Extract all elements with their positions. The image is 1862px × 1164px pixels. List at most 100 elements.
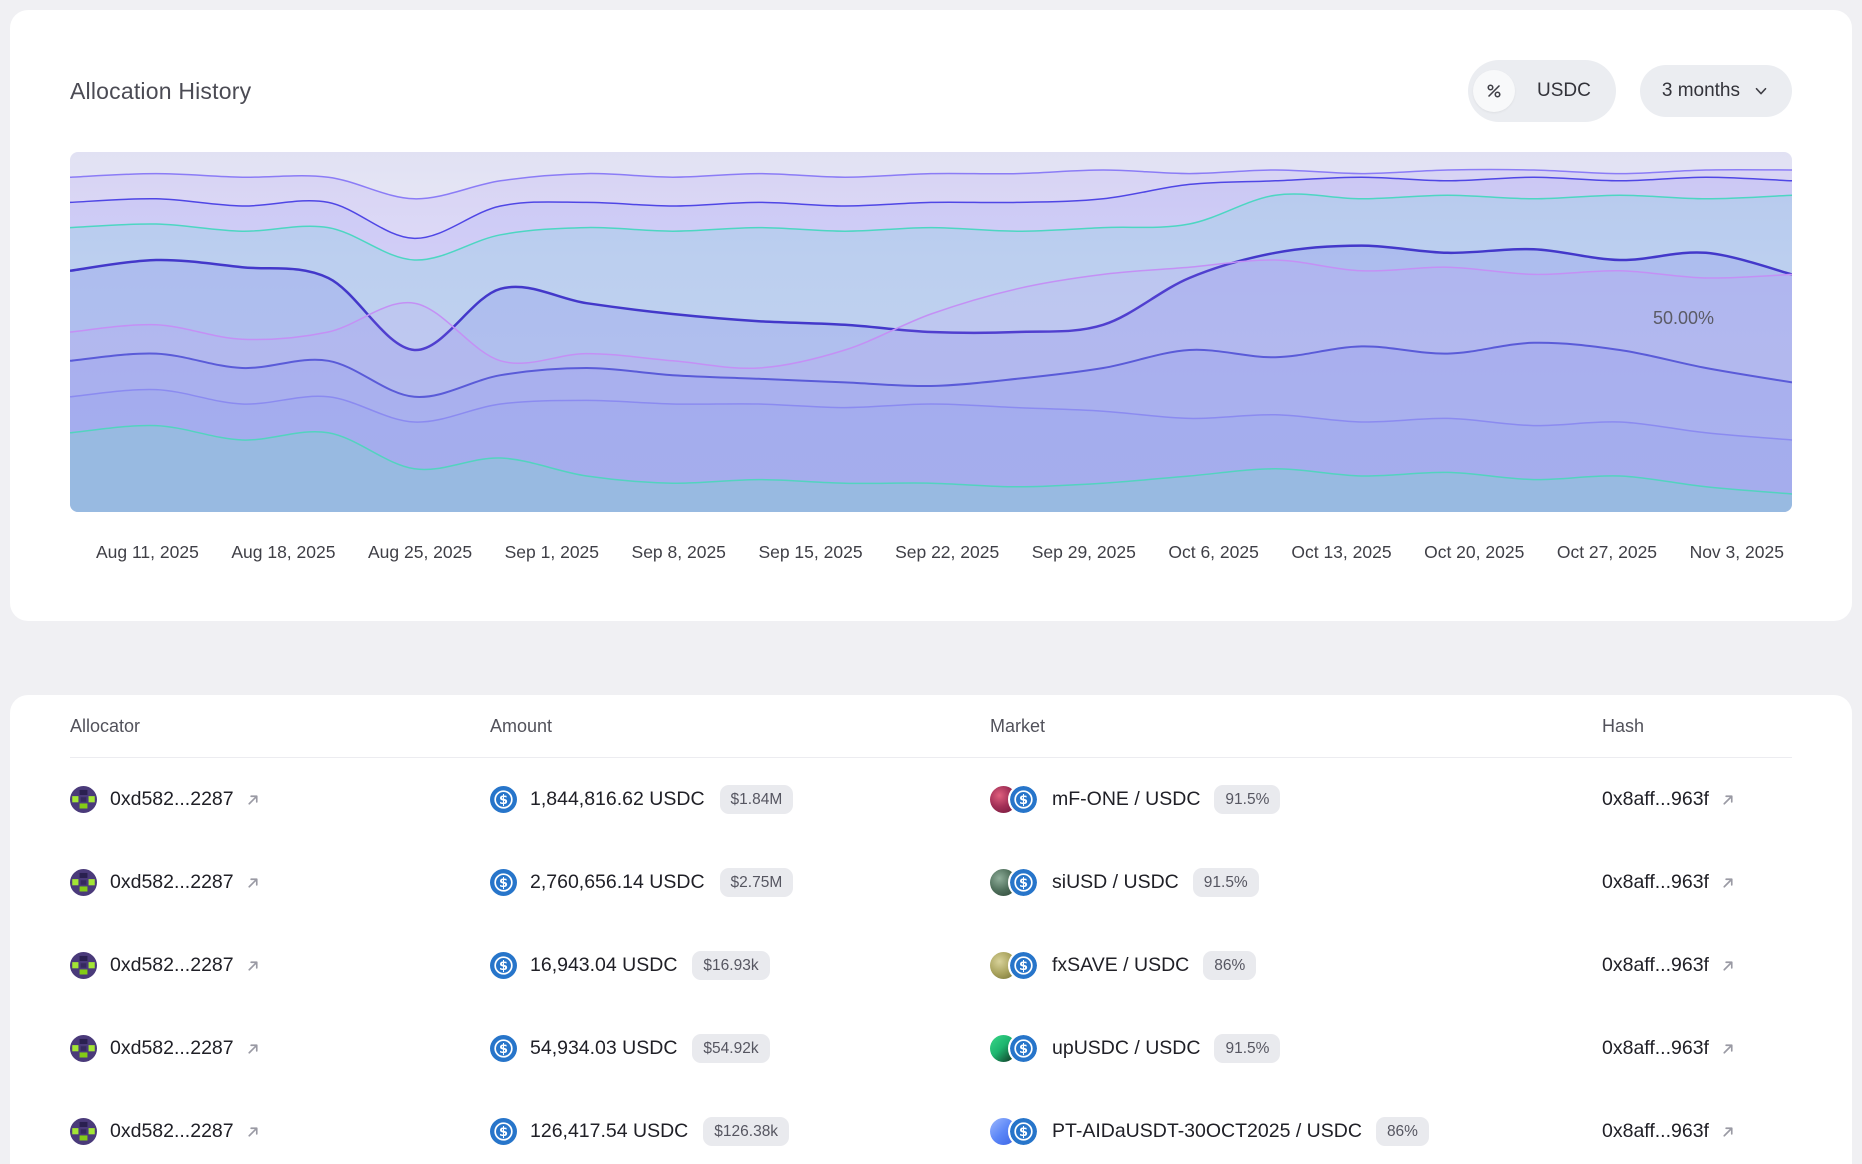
amount-usd-badge: $126.38k (703, 1117, 789, 1147)
allocator-address: 0xd582...2287 (110, 788, 234, 811)
chart-controls: USDC 3 months (1468, 60, 1792, 122)
amount-value: 54,934.03 USDC (530, 1037, 677, 1060)
market-icon-pair (990, 1116, 1039, 1147)
allocator-address: 0xd582...2287 (110, 1037, 234, 1060)
column-header-allocator: Allocator (70, 716, 490, 737)
market-icon-pair (990, 867, 1039, 898)
usdc-icon (490, 786, 517, 813)
unit-toggle-percent[interactable] (1473, 70, 1515, 112)
x-tick: Oct 27, 2025 (1557, 542, 1657, 563)
column-header-market: Market (990, 716, 1602, 737)
allocation-percent-badge: 91.5% (1214, 1034, 1280, 1064)
table-row[interactable]: 0xd582...2287 1,844,816.62 USDC $1.84M m… (70, 758, 1792, 841)
allocation-chart[interactable]: 50.00% (70, 152, 1792, 512)
usdc-icon (1008, 784, 1039, 815)
hash-value: 0x8aff...963f (1602, 954, 1709, 977)
table-row[interactable]: 0xd582...2287 126,417.54 USDC $126.38k P… (70, 1090, 1792, 1164)
amount-usd-badge: $2.75M (720, 868, 794, 898)
table-row[interactable]: 0xd582...2287 54,934.03 USDC $54.92k upU… (70, 1007, 1792, 1090)
hash-value: 0x8aff...963f (1602, 871, 1709, 894)
usdc-icon (490, 1035, 517, 1062)
market-icon-pair (990, 950, 1039, 981)
amount-usd-badge: $1.84M (720, 785, 794, 815)
external-link-icon[interactable] (244, 1123, 262, 1141)
external-link-icon[interactable] (1719, 957, 1737, 975)
table-row[interactable]: 0xd582...2287 2,760,656.14 USDC $2.75M s… (70, 841, 1792, 924)
external-link-icon[interactable] (1719, 1040, 1737, 1058)
market-name: upUSDC / USDC (1052, 1037, 1200, 1060)
table-header-row: Allocator Amount Market Hash (70, 695, 1792, 758)
allocation-percent-badge: 91.5% (1214, 785, 1280, 815)
external-link-icon[interactable] (1719, 1123, 1737, 1141)
market-name: fxSAVE / USDC (1052, 954, 1189, 977)
x-tick: Nov 3, 2025 (1690, 542, 1784, 563)
x-tick: Aug 18, 2025 (231, 542, 335, 563)
x-tick: Sep 22, 2025 (895, 542, 999, 563)
external-link-icon[interactable] (244, 957, 262, 975)
allocation-percent-badge: 91.5% (1193, 868, 1259, 898)
allocation-percent-badge: 86% (1376, 1117, 1429, 1147)
external-link-icon[interactable] (1719, 874, 1737, 892)
hash-value: 0x8aff...963f (1602, 1120, 1709, 1143)
y-axis-annotation: 50.00% (1653, 308, 1714, 329)
external-link-icon[interactable] (244, 874, 262, 892)
allocations-table-card: Allocator Amount Market Hash 0xd582...22… (10, 695, 1852, 1164)
column-header-hash: Hash (1602, 716, 1644, 737)
x-tick: Oct 13, 2025 (1291, 542, 1391, 563)
allocation-chart-svg (70, 152, 1792, 512)
range-dropdown-value: 3 months (1662, 80, 1740, 102)
market-icon-pair (990, 784, 1039, 815)
market-name: mF-ONE / USDC (1052, 788, 1200, 811)
x-axis-ticks: Aug 11, 2025 Aug 18, 2025 Aug 25, 2025 S… (70, 542, 1792, 563)
allocator-avatar (70, 1118, 97, 1145)
external-link-icon[interactable] (1719, 791, 1737, 809)
x-tick: Sep 1, 2025 (505, 542, 599, 563)
hash-value: 0x8aff...963f (1602, 788, 1709, 811)
amount-usd-badge: $16.93k (692, 951, 769, 981)
x-tick: Sep 15, 2025 (758, 542, 862, 563)
allocation-history-card: Allocation History USDC 3 months 50.00% … (10, 10, 1852, 621)
market-name: siUSD / USDC (1052, 871, 1179, 894)
column-header-amount: Amount (490, 716, 990, 737)
unit-toggle-usdc-label: USDC (1537, 80, 1591, 102)
market-name: PT-AIDaUSDT-30OCT2025 / USDC (1052, 1120, 1362, 1143)
amount-value: 126,417.54 USDC (530, 1120, 688, 1143)
usdc-icon (1008, 1033, 1039, 1064)
amount-value: 1,844,816.62 USDC (530, 788, 705, 811)
usdc-icon (1008, 867, 1039, 898)
market-icon-pair (990, 1033, 1039, 1064)
x-tick: Sep 8, 2025 (632, 542, 726, 563)
x-tick: Aug 25, 2025 (368, 542, 472, 563)
x-tick: Oct 6, 2025 (1168, 542, 1258, 563)
usdc-icon (490, 869, 517, 896)
x-tick: Oct 20, 2025 (1424, 542, 1524, 563)
amount-usd-badge: $54.92k (692, 1034, 769, 1064)
external-link-icon[interactable] (244, 1040, 262, 1058)
allocator-avatar (70, 786, 97, 813)
usdc-icon (1008, 1116, 1039, 1147)
allocation-percent-badge: 86% (1203, 951, 1256, 981)
x-tick: Aug 11, 2025 (96, 542, 199, 563)
chevron-down-icon (1752, 82, 1770, 100)
external-link-icon[interactable] (244, 791, 262, 809)
usdc-icon (490, 1118, 517, 1145)
x-tick: Sep 29, 2025 (1032, 542, 1136, 563)
usdc-icon (490, 952, 517, 979)
unit-toggle: USDC (1468, 60, 1616, 122)
page-title: Allocation History (70, 78, 251, 105)
usdc-icon (1008, 950, 1039, 981)
hash-value: 0x8aff...963f (1602, 1037, 1709, 1060)
table-row[interactable]: 0xd582...2287 16,943.04 USDC $16.93k fxS… (70, 924, 1792, 1007)
allocator-avatar (70, 1035, 97, 1062)
allocator-address: 0xd582...2287 (110, 954, 234, 977)
allocator-address: 0xd582...2287 (110, 1120, 234, 1143)
allocator-avatar (70, 952, 97, 979)
amount-value: 16,943.04 USDC (530, 954, 677, 977)
range-dropdown[interactable]: 3 months (1640, 65, 1792, 117)
unit-toggle-usdc[interactable]: USDC (1517, 70, 1611, 112)
amount-value: 2,760,656.14 USDC (530, 871, 705, 894)
allocation-card-header: Allocation History USDC 3 months (70, 60, 1792, 122)
allocator-avatar (70, 869, 97, 896)
allocator-address: 0xd582...2287 (110, 871, 234, 894)
percent-icon (1484, 81, 1504, 101)
